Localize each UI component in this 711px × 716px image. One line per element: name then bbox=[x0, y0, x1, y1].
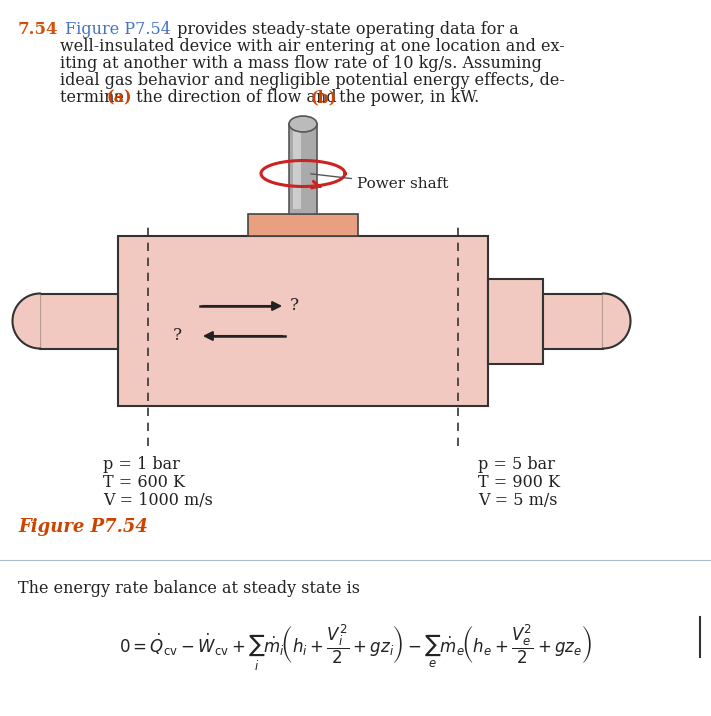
Text: V = 1000 m/s: V = 1000 m/s bbox=[103, 492, 213, 509]
Text: iting at another with a mass flow rate of 10 kg/s. Assuming: iting at another with a mass flow rate o… bbox=[60, 55, 542, 72]
Text: ?: ? bbox=[290, 298, 299, 314]
Text: termine: termine bbox=[60, 89, 129, 106]
Text: Figure P7.54: Figure P7.54 bbox=[18, 518, 148, 536]
Polygon shape bbox=[603, 294, 631, 349]
Text: (a): (a) bbox=[107, 89, 132, 106]
Text: p = 1 bar: p = 1 bar bbox=[103, 456, 180, 473]
Text: V = 5 m/s: V = 5 m/s bbox=[478, 492, 557, 509]
Text: the power, in kW.: the power, in kW. bbox=[334, 89, 479, 106]
Text: T = 900 K: T = 900 K bbox=[478, 474, 560, 491]
Text: Power shaft: Power shaft bbox=[311, 174, 449, 191]
Text: the direction of flow and: the direction of flow and bbox=[131, 89, 342, 106]
Text: ideal gas behavior and negligible potential energy effects, de-: ideal gas behavior and negligible potent… bbox=[60, 72, 565, 89]
Bar bbox=[488, 279, 543, 364]
Text: The energy rate balance at steady state is: The energy rate balance at steady state … bbox=[18, 580, 360, 597]
Bar bbox=[543, 294, 603, 349]
Text: 7.54: 7.54 bbox=[18, 21, 58, 38]
Bar bbox=[248, 214, 358, 236]
Text: Figure P7.54: Figure P7.54 bbox=[60, 21, 171, 38]
Ellipse shape bbox=[289, 116, 317, 132]
Polygon shape bbox=[13, 294, 40, 349]
Text: T = 600 K: T = 600 K bbox=[103, 474, 185, 491]
Bar bbox=[118, 236, 488, 406]
Text: ?: ? bbox=[173, 327, 182, 344]
Bar bbox=[289, 124, 317, 214]
Bar bbox=[40, 294, 118, 349]
Text: (b): (b) bbox=[310, 89, 336, 106]
Bar bbox=[293, 129, 301, 209]
Text: well-insulated device with air entering at one location and ex-: well-insulated device with air entering … bbox=[60, 38, 565, 55]
Text: provides steady-state operating data for a: provides steady-state operating data for… bbox=[172, 21, 519, 38]
Text: p = 5 bar: p = 5 bar bbox=[478, 456, 555, 473]
Text: $0 = \dot{Q}_{\rm cv} - \dot{W}_{\rm cv} + \sum_i \dot{m}_i\!\left(h_i + \dfrac{: $0 = \dot{Q}_{\rm cv} - \dot{W}_{\rm cv}… bbox=[119, 622, 592, 672]
